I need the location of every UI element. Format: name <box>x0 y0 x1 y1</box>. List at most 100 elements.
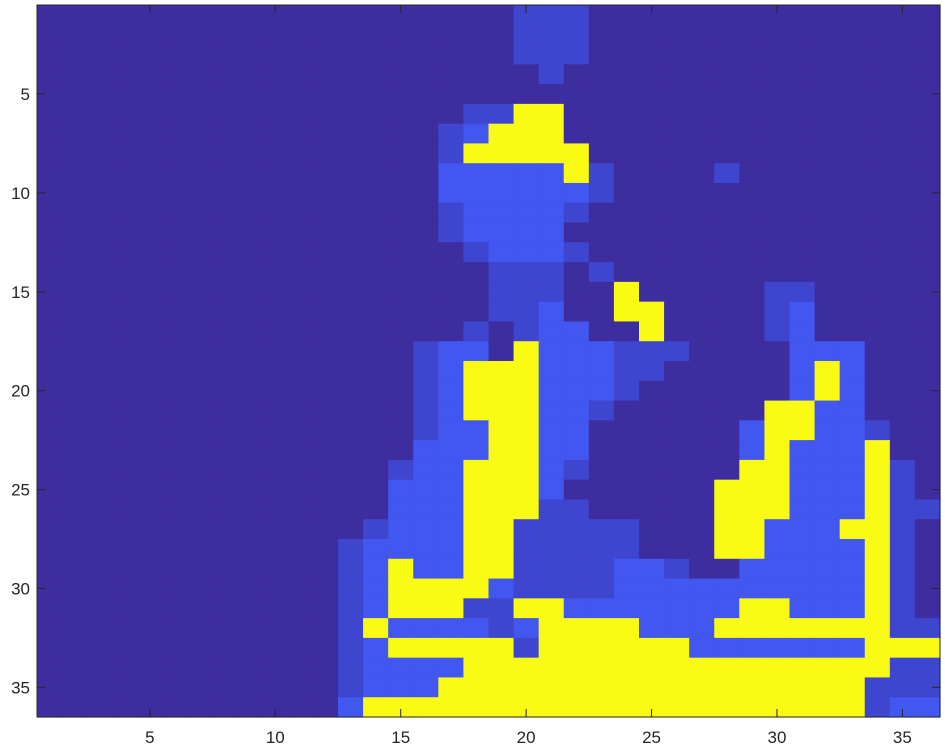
heatmap-cell <box>513 558 540 580</box>
heatmap-cell <box>388 5 414 26</box>
heatmap-cell <box>513 143 540 164</box>
heatmap-cell <box>789 44 816 65</box>
heatmap-cell <box>739 163 766 184</box>
heatmap-cell <box>914 657 941 679</box>
heatmap-cell <box>137 202 164 224</box>
heatmap-cell <box>839 479 866 501</box>
heatmap-cell <box>889 143 916 164</box>
heatmap-cell <box>87 440 113 461</box>
heatmap-cell <box>488 321 515 342</box>
heatmap-cell <box>87 84 113 105</box>
heatmap-cell <box>388 44 414 65</box>
heatmap-cell <box>488 361 515 382</box>
x-tick-label: 10 <box>266 728 285 747</box>
heatmap-cell <box>463 222 490 243</box>
heatmap-cell <box>739 479 766 501</box>
heatmap-cell <box>388 281 414 303</box>
heatmap-cell <box>438 459 465 481</box>
heatmap-cell <box>588 301 615 323</box>
heatmap-cell <box>488 5 515 26</box>
heatmap-cell <box>914 262 941 283</box>
heatmap-cell <box>764 103 791 125</box>
heatmap-cell <box>689 301 715 323</box>
heatmap-cell <box>338 479 364 501</box>
heatmap-cell <box>312 677 339 698</box>
heatmap-cell <box>639 637 665 659</box>
heatmap-cell <box>789 479 816 501</box>
heatmap-cell <box>613 103 640 125</box>
heatmap-cell <box>312 24 339 46</box>
heatmap-cell <box>914 301 941 323</box>
heatmap-cell <box>914 64 941 85</box>
heatmap-cell <box>287 183 314 204</box>
heatmap-cell <box>212 183 239 204</box>
heatmap-cell <box>62 400 88 421</box>
heatmap-cell <box>62 103 88 125</box>
heatmap-cell <box>789 400 816 421</box>
heatmap-cell <box>162 143 189 164</box>
heatmap-cell <box>212 420 239 441</box>
heatmap-cell <box>338 281 364 303</box>
heatmap-cell <box>262 440 289 461</box>
heatmap-cell <box>62 440 88 461</box>
heatmap-cell <box>764 697 791 718</box>
heatmap-cell <box>287 222 314 243</box>
heatmap-cell <box>62 163 88 184</box>
heatmap-cell <box>613 440 640 461</box>
heatmap-cell <box>689 123 715 145</box>
heatmap-cell <box>112 361 138 382</box>
heatmap-cell <box>914 519 941 540</box>
heatmap-cell <box>689 459 715 481</box>
heatmap-cell <box>488 440 515 461</box>
heatmap-cell <box>237 459 264 481</box>
heatmap-cell <box>162 558 189 580</box>
x-tick-label: 5 <box>145 728 154 747</box>
heatmap-cell <box>463 598 490 619</box>
heatmap-cell <box>137 44 164 65</box>
heatmap-cell <box>338 637 364 659</box>
heatmap-cell <box>689 103 715 125</box>
heatmap-cell <box>37 519 63 540</box>
heatmap-cell <box>714 5 740 26</box>
heatmap-cell <box>789 262 816 283</box>
heatmap-cell <box>413 222 439 243</box>
heatmap-cell <box>438 163 465 184</box>
heatmap-cell <box>212 361 239 382</box>
heatmap-cell <box>739 519 766 540</box>
heatmap-cell <box>162 578 189 599</box>
heatmap-cell <box>814 301 841 323</box>
heatmap-cell <box>413 499 439 520</box>
heatmap-cell <box>714 558 740 580</box>
heatmap-cell <box>563 222 590 243</box>
heatmap-cell <box>889 440 916 461</box>
heatmap-cell <box>37 618 63 639</box>
heatmap-cell <box>538 677 565 698</box>
heatmap-cell <box>739 321 766 342</box>
heatmap-cell <box>438 321 465 342</box>
heatmap-cell <box>488 420 515 441</box>
heatmap-cell <box>914 242 941 263</box>
heatmap-cell <box>764 183 791 204</box>
heatmap-cell <box>388 459 414 481</box>
heatmap-cell <box>889 519 916 540</box>
heatmap-cell <box>363 321 389 342</box>
heatmap-cell <box>739 103 766 125</box>
heatmap-cell <box>37 499 63 520</box>
heatmap-cell <box>137 123 164 145</box>
heatmap-cell <box>739 183 766 204</box>
heatmap-cell <box>413 44 439 65</box>
heatmap-cell <box>413 281 439 303</box>
heatmap-cell <box>764 222 791 243</box>
heatmap-cell <box>739 202 766 224</box>
heatmap-cell <box>714 459 740 481</box>
heatmap-cell <box>338 262 364 283</box>
heatmap-cell <box>312 321 339 342</box>
heatmap-cell <box>889 479 916 501</box>
heatmap-cell <box>538 24 565 46</box>
heatmap-cell <box>363 262 389 283</box>
heatmap-cell <box>739 657 766 679</box>
heatmap-cell <box>363 420 389 441</box>
heatmap-cell <box>338 321 364 342</box>
heatmap-cell <box>187 380 214 402</box>
